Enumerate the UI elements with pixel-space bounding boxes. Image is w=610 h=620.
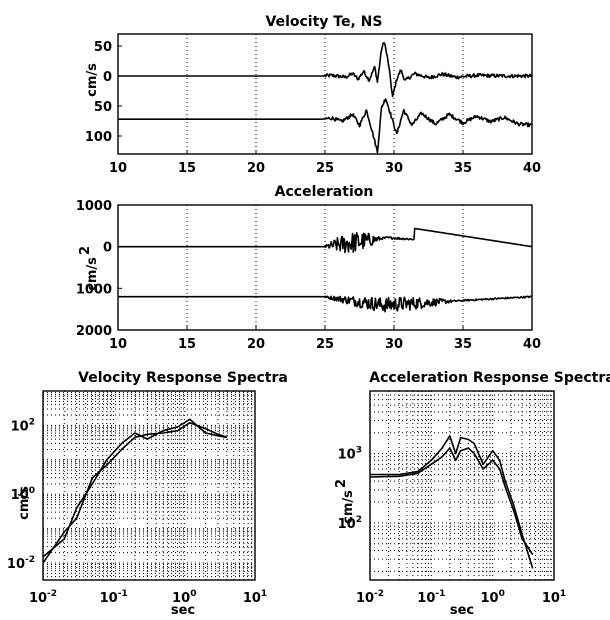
chart-velocity-timeseries: Velocity Te, NS cm/s 10 15 20 25 30 35 40 50 0 50… (85, 14, 541, 176)
x-tick-label: 15 (178, 337, 196, 352)
tick-label: 101 (243, 589, 267, 606)
y-axis-label: cm/s 2 (78, 246, 100, 291)
x-axis-label: sec (450, 603, 474, 618)
chart-title: Acceleration (275, 184, 374, 200)
series-line (117, 227, 533, 254)
x-tick-label: 30 (385, 161, 403, 176)
chart-velocity-response-spectra: Velocity Response Spectra cm/s sec 10-2 1… (7, 370, 288, 618)
y-axis-label-text: cm/s (341, 490, 356, 524)
chart-title: Acceleration Response Spectra (369, 370, 610, 386)
series-line (42, 421, 228, 564)
tick-label: 100 (11, 486, 35, 503)
x-tick-label: 35 (454, 161, 472, 176)
chart-acceleration-timeseries: Acceleration cm/s 2 10 15 20 25 30 35 40 1000 0 1… (76, 184, 541, 352)
series-line (117, 42, 533, 98)
x-tick-label: 35 (454, 337, 472, 352)
series-line (370, 435, 534, 569)
y-tick-label: 2000 (76, 324, 112, 339)
axes-box (369, 390, 555, 581)
x-tick-label: 25 (316, 161, 334, 176)
y-axis-label-exponent: 2 (334, 479, 349, 488)
grid (117, 34, 533, 154)
x-tick-label: 10 (109, 337, 127, 352)
axes-box (42, 390, 256, 581)
y-tick-label: 50 (94, 40, 112, 55)
chart-title: Velocity Response Spectra (78, 370, 288, 386)
y-axis-label: cm/s (85, 63, 100, 97)
y-tick-label: 0 (103, 241, 112, 256)
series-line (369, 447, 534, 555)
tick-label: 10-1 (100, 589, 128, 606)
x-tick-label: 10 (109, 161, 127, 176)
y-tick-label: 50 (94, 100, 112, 115)
y-axis-label: cm/s 2 (334, 479, 356, 524)
chart-acceleration-response-spectra: Acceleration Response Spectra cm/s 2 sec… (334, 370, 610, 618)
grid (117, 205, 533, 330)
x-axis-label: sec (171, 603, 195, 618)
chart-title: Velocity Te, NS (266, 14, 383, 30)
series-line (117, 98, 533, 154)
y-tick-label: 100 (85, 130, 112, 145)
x-tick-label: 20 (247, 337, 265, 352)
grid (369, 390, 554, 580)
x-tick-label: 25 (316, 337, 334, 352)
tick-label: 100 (480, 589, 504, 606)
tick-label: 10-2 (29, 589, 57, 606)
tick-label: 10-1 (417, 589, 445, 606)
x-tick-label: 15 (178, 161, 196, 176)
tick-label: 10-2 (7, 555, 35, 572)
tick-label: 102 (338, 515, 362, 532)
y-axis-label-text: cm/s (85, 257, 100, 291)
x-tick-label: 30 (385, 337, 403, 352)
series-line (117, 295, 533, 313)
x-tick-label: 40 (523, 337, 541, 352)
tick-label: 101 (542, 589, 566, 606)
y-axis-label-exponent: 2 (78, 246, 93, 255)
grid (42, 391, 255, 580)
tick-label: 102 (11, 417, 35, 434)
y-axis-label: cm/s (17, 486, 32, 520)
axes-box (117, 204, 533, 331)
tick-label: 103 (338, 446, 362, 463)
y-tick-label: 0 (103, 70, 112, 85)
x-tick-label: 20 (247, 161, 265, 176)
tick-label: 10-2 (356, 589, 384, 606)
y-tick-label: 1000 (76, 282, 112, 297)
y-tick-label: 1000 (76, 199, 112, 214)
x-tick-label: 40 (523, 161, 541, 176)
tick-label: 100 (172, 589, 196, 606)
